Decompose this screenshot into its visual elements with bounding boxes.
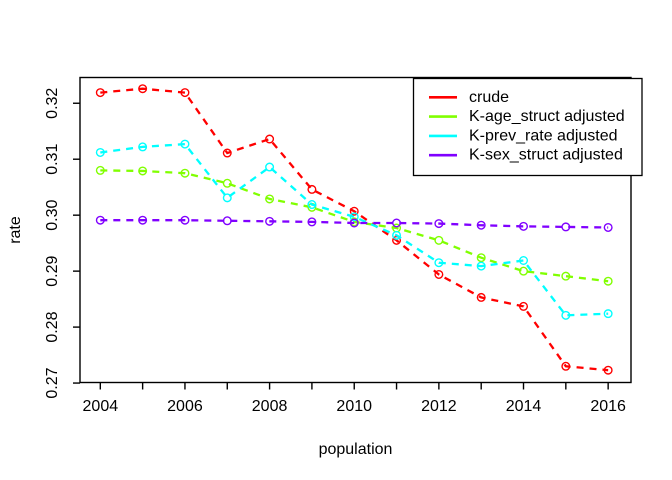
series-point (392, 230, 402, 240)
x-axis-title: population (319, 441, 393, 458)
x-tick-label: 2008 (252, 398, 288, 415)
series-point (476, 292, 486, 302)
series-point (307, 200, 317, 210)
series-point (95, 165, 105, 175)
series-point (307, 184, 317, 194)
series-point (476, 261, 486, 271)
y-axis-title: rate (7, 216, 24, 244)
series-point (519, 256, 529, 266)
y-tick-label: 0.29 (44, 255, 61, 286)
x-tick-label: 2012 (421, 398, 457, 415)
series-point (265, 162, 275, 172)
y-tick-label: 0.30 (44, 199, 61, 230)
series-point (95, 88, 105, 98)
series-point (603, 309, 613, 319)
y-tick-label: 0.27 (44, 367, 61, 398)
series-point (95, 215, 105, 225)
series-point (222, 178, 232, 188)
series-point (434, 219, 444, 229)
series-point (561, 222, 571, 232)
series-point (138, 166, 148, 176)
series-point (561, 361, 571, 371)
y-tick-label: 0.31 (44, 144, 61, 175)
y-tick-label: 0.28 (44, 311, 61, 342)
series-point (434, 258, 444, 268)
legend-label: K-sex_struct adjusted (469, 147, 623, 164)
series-point (349, 206, 359, 216)
series-point (180, 88, 190, 98)
series-point (434, 235, 444, 245)
series-point (138, 142, 148, 152)
plot-box (79, 76, 632, 384)
series-point (222, 193, 232, 203)
series-point (603, 365, 613, 375)
x-tick-label: 2016 (590, 398, 626, 415)
series-point (561, 310, 571, 320)
x-tick-label: 2014 (506, 398, 542, 415)
legend-label: K-age_struct adjusted (469, 108, 625, 125)
series-point (603, 222, 613, 232)
series-point (222, 216, 232, 226)
x-tick-label: 2010 (336, 398, 372, 415)
series-point (180, 168, 190, 178)
series-point (265, 194, 275, 204)
series-point (476, 220, 486, 230)
series-line-crude (100, 87, 609, 372)
series-point (265, 216, 275, 226)
series-point (434, 269, 444, 279)
series-point (561, 271, 571, 281)
x-tick-label: 2004 (83, 398, 119, 415)
series-point (476, 253, 486, 263)
legend-label: K-prev_rate adjusted (469, 127, 618, 144)
series-line-K-sex_struct (100, 219, 609, 229)
series-point (95, 147, 105, 157)
series-point (603, 276, 613, 286)
series-point (392, 218, 402, 228)
series-point (519, 301, 529, 311)
y-tick-label: 0.32 (44, 88, 61, 119)
series-point (349, 212, 359, 222)
series-point (519, 221, 529, 231)
series-point (349, 218, 359, 228)
series-point (180, 215, 190, 225)
series-point (222, 148, 232, 158)
series-point (138, 84, 148, 94)
series-point (307, 217, 317, 227)
series-point (180, 139, 190, 149)
legend-box (412, 77, 643, 177)
legend-label: crude (469, 89, 509, 106)
series-point (265, 134, 275, 144)
series-point (519, 266, 529, 276)
x-tick-label: 2006 (167, 398, 203, 415)
series-point (138, 215, 148, 225)
